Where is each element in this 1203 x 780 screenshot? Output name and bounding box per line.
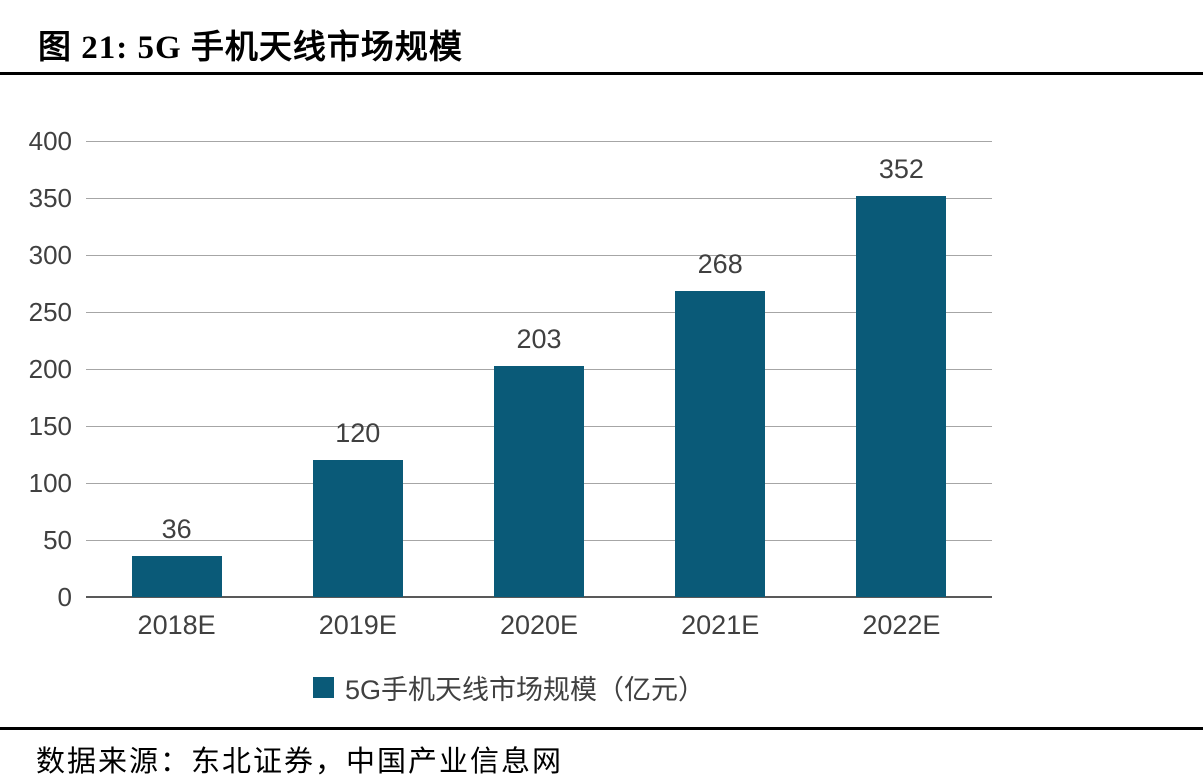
legend-label: 5G手机天线市场规模（亿元） xyxy=(345,675,706,705)
x-axis-line xyxy=(86,596,992,598)
y-axis-label: 250 xyxy=(28,297,72,327)
bar-2021E xyxy=(675,291,766,597)
x-axis-label: 2020E xyxy=(499,610,579,640)
bar-value-label: 203 xyxy=(516,323,562,354)
y-axis-label: 350 xyxy=(28,183,72,213)
bar-value-label: 36 xyxy=(161,513,192,544)
x-axis-label: 2018E xyxy=(137,610,216,640)
bar-value-label: 268 xyxy=(697,249,743,280)
data-source: 数据来源：东北证券，中国产业信息网 xyxy=(36,746,564,778)
y-axis-label: 50 xyxy=(43,525,72,555)
bar-2019E xyxy=(312,460,403,597)
gridline-400 xyxy=(86,141,992,142)
bar-value-label: 352 xyxy=(878,153,924,184)
gridline-250 xyxy=(86,312,992,313)
legend-swatch xyxy=(313,677,334,698)
x-axis-label: 2022E xyxy=(862,610,941,640)
title-divider xyxy=(0,72,1203,75)
y-axis-label: 150 xyxy=(28,411,72,441)
y-axis-label: 400 xyxy=(28,126,72,156)
source-divider xyxy=(0,727,1203,730)
figure-title: 图 21: 5G 手机天线市场规模 xyxy=(38,30,463,66)
bar-2018E xyxy=(131,555,222,597)
bar-value-label: 120 xyxy=(335,418,381,449)
y-axis-label: 200 xyxy=(28,354,72,384)
gridline-300 xyxy=(86,255,992,256)
y-axis-label: 0 xyxy=(57,582,72,612)
bar-2020E xyxy=(494,365,584,597)
chart-legend: 5G手机天线市场规模（亿元） xyxy=(313,668,705,707)
bar-2022E xyxy=(856,195,947,597)
y-axis-label: 300 xyxy=(28,240,72,270)
x-axis-label: 2021E xyxy=(681,610,760,640)
gridline-350 xyxy=(86,198,992,199)
y-axis-label: 100 xyxy=(28,468,72,498)
x-axis-label: 2019E xyxy=(318,610,397,640)
bar-chart: 0 50 100 150 200 250 300 350 400 36 120 203 268 352 … xyxy=(0,100,1203,660)
